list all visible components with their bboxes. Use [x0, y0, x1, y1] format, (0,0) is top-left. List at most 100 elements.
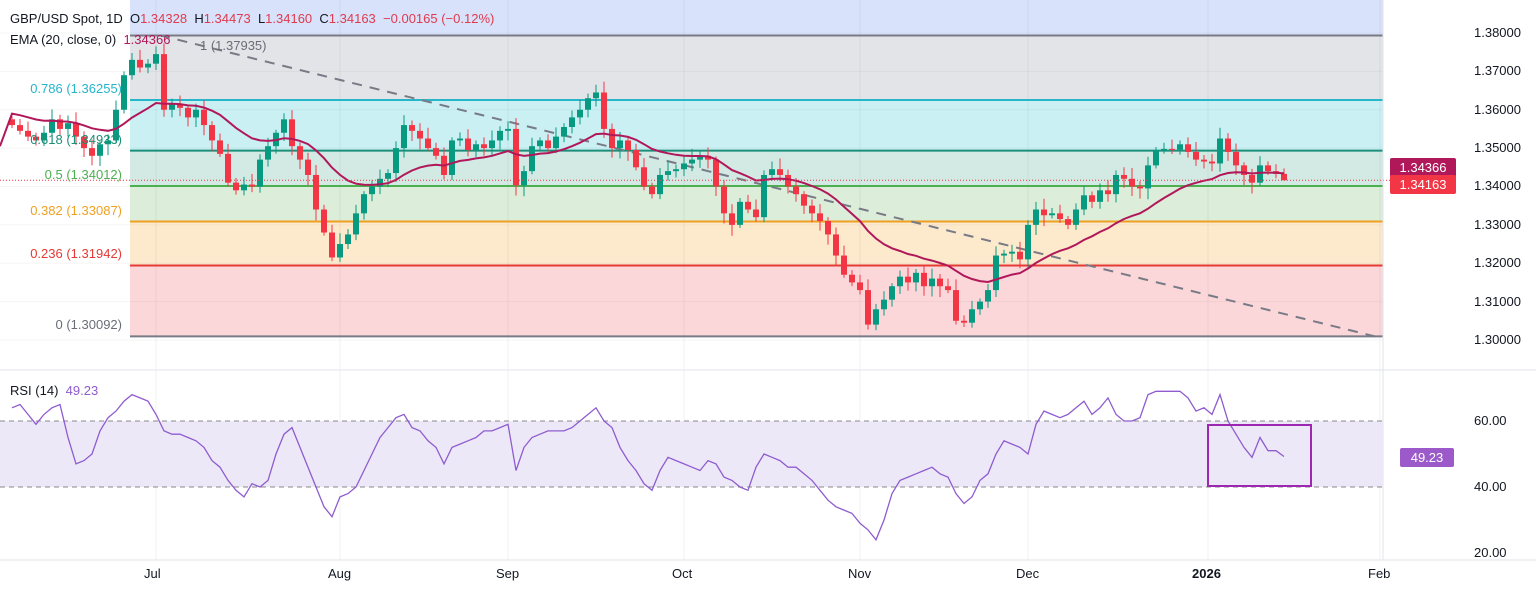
- candle: [929, 268, 935, 297]
- candle: [113, 100, 119, 144]
- rsi-tick: 60.00: [1474, 413, 1507, 428]
- candle: [937, 273, 943, 298]
- candle-body: [1185, 144, 1191, 152]
- symbol-name[interactable]: GBP/USD Spot, 1D: [10, 11, 123, 26]
- price-tick: 1.38000: [1474, 25, 1521, 40]
- candle-body: [337, 244, 343, 258]
- candle-body: [489, 140, 495, 149]
- candle-body: [1137, 186, 1143, 189]
- candle-body: [241, 184, 247, 191]
- time-tick-sep: Sep: [496, 566, 520, 581]
- candle: [593, 84, 599, 107]
- candle-body: [697, 155, 703, 160]
- candle: [873, 303, 879, 331]
- ema-legend[interactable]: EMA (20, close, 0) 1.34366: [10, 32, 170, 47]
- candle-body: [641, 167, 647, 187]
- candle-body: [289, 119, 295, 147]
- candle-body: [145, 63, 151, 68]
- candle: [337, 233, 343, 262]
- candle-body: [121, 75, 127, 110]
- candle-body: [1121, 174, 1127, 179]
- candle-body: [281, 119, 287, 133]
- candle: [1025, 220, 1031, 269]
- candle-body: [1217, 138, 1223, 164]
- candle: [1097, 183, 1103, 209]
- candle-body: [1225, 138, 1231, 152]
- candle-body: [513, 128, 519, 186]
- rsi-label: RSI (14): [10, 383, 59, 398]
- candle-body: [9, 119, 15, 126]
- candle: [393, 141, 399, 182]
- candle-body: [377, 178, 383, 187]
- candle-body: [745, 201, 751, 210]
- candle-body: [217, 140, 223, 154]
- candle: [897, 270, 903, 294]
- candle-body: [81, 136, 87, 149]
- candle: [289, 110, 295, 156]
- rsi-legend[interactable]: RSI (14) 49.23: [10, 383, 98, 398]
- time-tick-nov: Nov: [848, 566, 872, 581]
- candle: [1105, 180, 1111, 202]
- candle-body: [449, 140, 455, 175]
- candle: [345, 229, 351, 250]
- candle: [785, 169, 791, 194]
- candle: [41, 125, 47, 147]
- candle: [561, 123, 567, 143]
- candle-body: [905, 276, 911, 283]
- candle-body: [425, 138, 431, 149]
- candle-body: [169, 103, 175, 110]
- fib-label-0.5: 0.5 (1.34012): [44, 167, 122, 183]
- candle: [401, 115, 407, 158]
- fib-zone-0.382: [130, 221, 1383, 266]
- candle-body: [1233, 151, 1239, 166]
- candle-body: [1241, 165, 1247, 175]
- candle: [97, 141, 103, 166]
- candle-body: [25, 130, 31, 137]
- candle-body: [17, 125, 23, 131]
- candle: [1201, 155, 1207, 169]
- candle-body: [1017, 251, 1023, 260]
- candle-body: [993, 255, 999, 291]
- candle: [1185, 137, 1191, 158]
- candle: [489, 130, 495, 157]
- candle-body: [41, 132, 47, 141]
- candle: [449, 137, 455, 180]
- candle-body: [385, 173, 391, 179]
- candle-body: [89, 148, 95, 156]
- candle-body: [1057, 213, 1063, 220]
- candle-body: [1169, 148, 1175, 150]
- candle-body: [233, 182, 239, 191]
- candle-body: [865, 290, 871, 325]
- candle: [161, 43, 167, 117]
- close-value: 1.34163: [328, 11, 376, 26]
- candle: [1049, 207, 1055, 219]
- candle-body: [361, 194, 367, 214]
- candle-body: [1105, 190, 1111, 195]
- candle-body: [49, 119, 55, 133]
- candle-body: [1009, 251, 1015, 254]
- candle-body: [953, 290, 959, 321]
- price-tick: 1.35000: [1474, 140, 1521, 156]
- ema-price-tag: 1.34366: [1390, 158, 1456, 178]
- candle: [417, 123, 423, 150]
- candle-body: [409, 125, 415, 131]
- candle: [281, 113, 287, 142]
- candle: [121, 71, 127, 114]
- candle: [969, 300, 975, 328]
- candle-body: [1129, 178, 1135, 187]
- candle: [73, 112, 79, 145]
- candle-body: [833, 234, 839, 256]
- candle-body: [105, 140, 111, 145]
- candle-body: [97, 144, 103, 156]
- candle-body: [729, 213, 735, 225]
- candle: [697, 150, 703, 168]
- candle-body: [129, 59, 135, 76]
- candle-body: [297, 146, 303, 160]
- candle: [801, 191, 807, 214]
- candle: [1009, 244, 1015, 262]
- candle-body: [33, 136, 39, 141]
- candle: [473, 140, 479, 157]
- candle: [545, 134, 551, 153]
- candle: [369, 180, 375, 202]
